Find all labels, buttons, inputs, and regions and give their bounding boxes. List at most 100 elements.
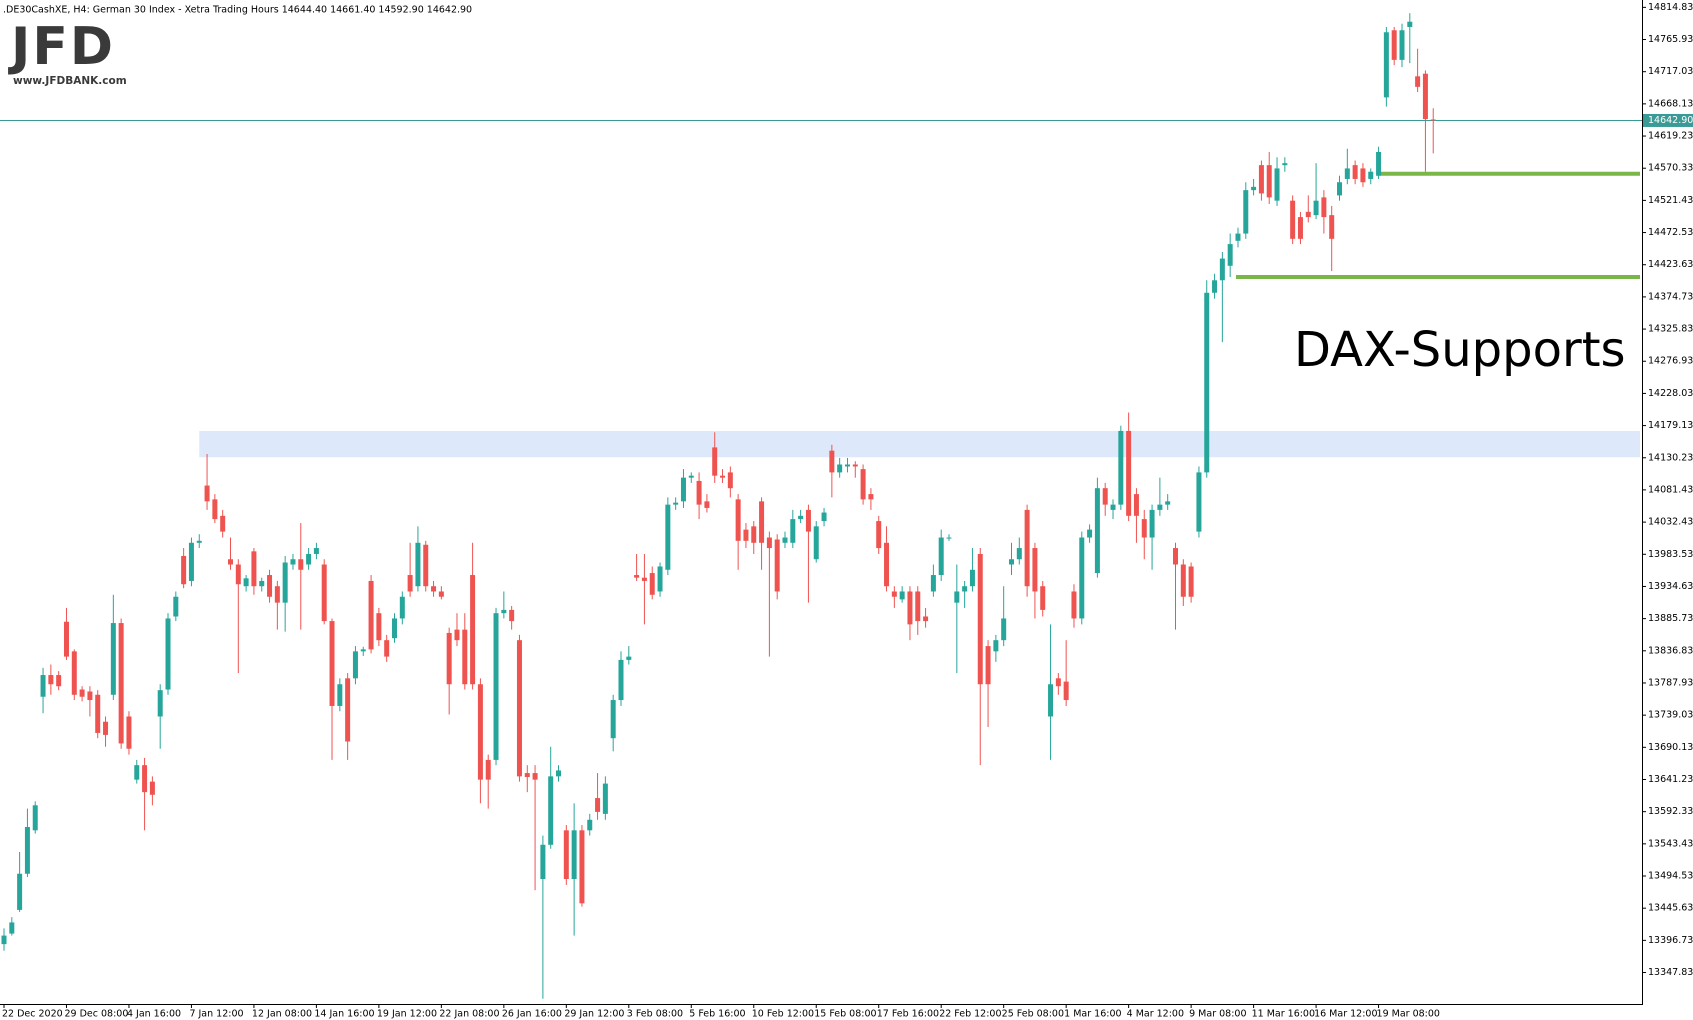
x-tick-label: 5 Feb 16:00: [689, 1009, 745, 1020]
candle-body: [1087, 529, 1093, 538]
candle-body: [493, 613, 499, 760]
candle-body: [1055, 678, 1061, 687]
candle-body: [360, 649, 366, 652]
candle-body: [610, 700, 616, 739]
candle-body: [516, 640, 522, 777]
candle-body: [1001, 618, 1007, 641]
candle-body: [188, 542, 194, 581]
candle-body: [415, 542, 421, 587]
plot-area: [0, 13, 1642, 999]
x-tick-label: 25 Feb 08:00: [1002, 1009, 1064, 1020]
candle-body: [1079, 537, 1085, 619]
candle-body: [1008, 559, 1014, 565]
candle-body: [532, 773, 538, 780]
candle-body: [1399, 30, 1405, 60]
candle-body: [938, 537, 944, 576]
candle-body: [32, 805, 38, 831]
candle-body: [696, 480, 702, 505]
candle-body: [470, 575, 476, 685]
candle-body: [649, 573, 655, 595]
y-tick-label: 13592.33: [1648, 806, 1693, 817]
candle-body: [306, 553, 312, 565]
candle-body: [399, 596, 405, 619]
candle-body: [1305, 211, 1311, 218]
candle-body: [48, 675, 54, 685]
y-tick-label: 14032.43: [1648, 517, 1693, 528]
candle-body: [563, 830, 569, 879]
y-tick-label: 14619.23: [1648, 131, 1693, 142]
candle-body: [712, 447, 718, 476]
y-tick-label: 13690.13: [1648, 742, 1693, 753]
candle-body: [157, 690, 163, 717]
candle-body: [977, 553, 983, 685]
candle-body: [1133, 494, 1139, 516]
candle-body: [1243, 190, 1249, 234]
candle-body: [1251, 186, 1257, 191]
candle-body: [844, 464, 850, 467]
candle-body: [915, 591, 921, 622]
candle-body: [1141, 519, 1147, 538]
y-tick-label: 14374.73: [1648, 291, 1693, 302]
candle-body: [1383, 32, 1389, 98]
candle-body: [595, 798, 601, 812]
candle-body: [431, 586, 437, 592]
candle-body: [1219, 258, 1225, 281]
candle-body: [1102, 488, 1108, 505]
y-tick-label: 13641.23: [1648, 774, 1693, 785]
candle-body: [290, 559, 296, 565]
candle-body: [9, 922, 15, 934]
candle-body: [1313, 200, 1319, 216]
candle-body: [196, 540, 202, 543]
candle-body: [985, 646, 991, 685]
y-tick-label: 14179.13: [1648, 420, 1693, 431]
candle-body: [110, 623, 116, 695]
candle-body: [1422, 73, 1428, 120]
y-tick-label: 14717.03: [1648, 66, 1693, 77]
y-tick-label: 13836.83: [1648, 645, 1693, 656]
candle-body: [766, 537, 772, 549]
candle-body: [673, 502, 679, 505]
candle-body: [17, 873, 23, 910]
y-tick-label: 14521.43: [1648, 195, 1693, 206]
candle-body: [1329, 215, 1335, 239]
candle-body: [298, 559, 304, 570]
candle-body: [376, 613, 382, 641]
candle-body: [587, 819, 593, 831]
y-tick-label: 14765.93: [1648, 34, 1693, 45]
candle-body: [923, 616, 929, 622]
candle-body: [720, 475, 726, 478]
candle-body: [1344, 168, 1350, 179]
candle-body: [954, 591, 960, 603]
current-price-label: 14642.90: [1648, 115, 1693, 126]
candle-body: [1321, 197, 1327, 218]
x-tick-label: 14 Jan 16:00: [314, 1009, 374, 1020]
candle-body: [509, 609, 515, 622]
candle-body: [282, 562, 288, 603]
y-tick-label: 13885.73: [1648, 613, 1693, 624]
candle-body: [1173, 548, 1178, 565]
candle-body: [1430, 119, 1436, 121]
x-tick-label: 22 Feb 12:00: [939, 1009, 1001, 1020]
candle-body: [181, 555, 187, 585]
candle-body: [774, 539, 780, 592]
candle-body: [524, 773, 530, 778]
candle-body: [556, 770, 562, 777]
y-tick-label: 14423.63: [1648, 259, 1693, 270]
candle-body: [235, 564, 241, 585]
candle-body: [63, 621, 69, 657]
candle-body: [204, 485, 210, 502]
candle-body: [798, 515, 804, 520]
candle-body: [548, 776, 554, 845]
candle-body: [134, 765, 140, 780]
x-tick-label: 17 Feb 16:00: [877, 1009, 939, 1020]
y-tick-label: 13739.03: [1648, 710, 1693, 721]
x-tick-label: 22 Dec 2020: [2, 1009, 63, 1020]
y-tick-label: 14668.13: [1648, 98, 1693, 109]
candle-body: [1360, 168, 1366, 183]
x-tick-label: 9 Mar 08:00: [1189, 1009, 1246, 1020]
candle-body: [884, 542, 890, 587]
candle-body: [1, 935, 7, 945]
candle-body: [1048, 684, 1054, 717]
